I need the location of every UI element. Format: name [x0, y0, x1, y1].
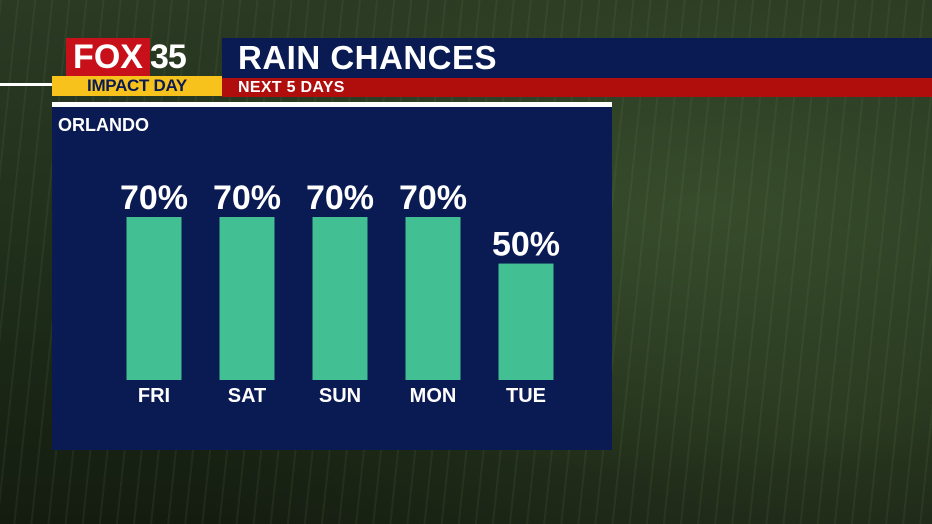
day-label-fri: FRI: [138, 385, 170, 407]
value-label-tue: 50%: [492, 226, 560, 264]
panel-top-line: [52, 102, 612, 107]
page-title: RAIN CHANCES: [238, 39, 498, 76]
fox-logo-text: FOX: [73, 38, 143, 76]
impact-day-badge: IMPACT DAY: [52, 76, 222, 96]
subtitle-bar: NEXT 5 DAYS: [222, 78, 932, 97]
chart-panel: ORLANDO 70% FRI 70% SAT 70% SUN 70% MON 50% TUE: [52, 102, 612, 450]
day-label-sun: SUN: [319, 385, 361, 407]
bar-fri: [126, 217, 182, 380]
value-label-sun: 70%: [306, 179, 374, 217]
impact-day-text: IMPACT DAY: [87, 76, 187, 95]
channel-number: 35: [150, 38, 208, 76]
value-label-fri: 70%: [120, 179, 188, 217]
title-bar: RAIN CHANCES: [222, 38, 932, 78]
channel-number-text: 35: [150, 38, 187, 76]
value-label-sat: 70%: [213, 179, 281, 217]
day-label-sat: SAT: [228, 385, 267, 407]
rain-chance-chart: 70% FRI 70% SAT 70% SUN 70% MON 50% TUE: [120, 179, 560, 407]
page-subtitle: NEXT 5 DAYS: [238, 79, 345, 96]
fox-logo: FOX: [66, 38, 150, 76]
bar-sun: [312, 217, 368, 380]
bar-mon: [405, 217, 461, 380]
location-label: ORLANDO: [58, 115, 149, 135]
bar-tue: [498, 263, 554, 380]
value-label-mon: 70%: [399, 179, 467, 217]
day-label-tue: TUE: [506, 385, 546, 407]
header-accent-line: [0, 83, 52, 86]
day-label-mon: MON: [410, 385, 457, 407]
bar-sat: [219, 217, 275, 380]
